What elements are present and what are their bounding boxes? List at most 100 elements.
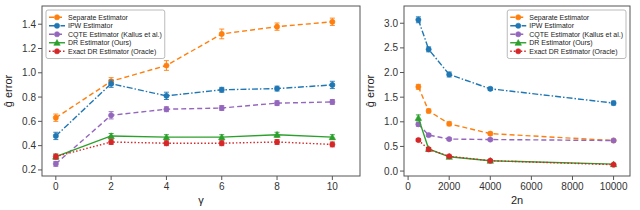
error-bar-cap — [219, 29, 224, 30]
x-tick-label: 0 — [53, 181, 59, 192]
marker — [488, 158, 493, 163]
y-tick — [38, 145, 42, 146]
error-bar-cap — [53, 121, 58, 122]
y-tick-label: 1.2 — [22, 43, 36, 54]
x-tick-label: 8 — [274, 181, 280, 192]
x-tick — [166, 176, 167, 180]
legend-label: Separate Estimator — [68, 14, 129, 22]
series — [53, 18, 335, 121]
y-tick — [38, 169, 42, 170]
plot-frame — [404, 6, 630, 176]
error-bar — [53, 114, 58, 121]
x-tick-label: 4 — [164, 181, 170, 192]
error-bar — [447, 72, 452, 77]
figure: 02468100.20.40.60.81.01.21.4γĝ errorSepa… — [0, 0, 640, 210]
y-tick — [38, 24, 42, 25]
error-bar — [164, 92, 169, 99]
x-tick-label: 10 — [327, 181, 339, 192]
error-bar — [275, 101, 280, 106]
series — [53, 99, 335, 166]
error-bar-cap — [109, 118, 114, 119]
panel: 02468100.20.40.60.81.01.21.4γĝ errorSepa… — [2, 6, 360, 206]
error-bar-cap — [164, 70, 169, 71]
marker — [164, 107, 169, 112]
legend-marker — [516, 15, 521, 20]
error-bar-cap — [109, 77, 114, 78]
error-bar-cap — [330, 18, 335, 19]
error-bar — [275, 23, 280, 30]
x-tick-label: 2 — [108, 181, 114, 192]
legend-swatch — [49, 32, 65, 37]
marker — [330, 82, 335, 87]
x-tick-label: 6 — [219, 181, 225, 192]
y-tick-label: 0.0 — [384, 166, 398, 177]
marker — [219, 87, 224, 92]
error-bar — [426, 47, 431, 52]
marker — [274, 24, 279, 29]
y-tick — [400, 146, 404, 147]
data-area — [53, 18, 336, 166]
x-tick-label: 2000 — [438, 181, 461, 192]
marker — [426, 47, 431, 52]
marker — [219, 141, 224, 146]
x-tick — [531, 176, 532, 180]
legend-marker — [516, 49, 521, 54]
legend-marker — [516, 32, 521, 37]
plot-frame — [42, 6, 360, 176]
error-bar-cap — [330, 81, 335, 82]
y-tick-label: 1.0 — [22, 67, 36, 78]
marker — [488, 131, 493, 136]
error-bar-cap — [53, 139, 58, 140]
legend-swatch — [510, 15, 526, 20]
x-axis-label: 2n — [511, 194, 523, 206]
marker — [416, 17, 421, 22]
y-tick-label: 1.0 — [384, 116, 398, 127]
error-bar — [109, 140, 114, 145]
error-bar — [426, 109, 431, 113]
marker — [274, 139, 279, 144]
series-line — [56, 84, 333, 136]
y-tick-label: 0.4 — [22, 140, 36, 151]
series-line — [418, 87, 613, 141]
marker — [163, 134, 169, 140]
marker — [53, 161, 58, 166]
marker — [164, 141, 169, 146]
legend-label: Exact DR Estimator (Oracle) — [68, 48, 156, 56]
marker — [416, 84, 421, 89]
error-bar — [109, 80, 114, 87]
legend-marker — [515, 40, 521, 46]
legend-marker — [54, 23, 59, 28]
error-bar-cap — [109, 80, 114, 81]
legend-box — [507, 10, 626, 59]
error-bar — [53, 132, 58, 139]
y-tick-label: 0.2 — [22, 164, 36, 175]
error-bar-cap — [164, 92, 169, 93]
panel: 02000400060008000100000.00.51.01.52.02.5… — [364, 6, 630, 206]
x-tick — [613, 176, 614, 180]
series — [53, 80, 335, 140]
y-tick — [400, 47, 404, 48]
error-bar — [416, 84, 421, 89]
x-tick — [408, 176, 409, 180]
error-bar-cap — [53, 114, 58, 115]
y-axis-label: ĝ error — [364, 74, 376, 107]
series-line — [56, 135, 333, 157]
marker — [109, 113, 114, 118]
series-line — [418, 140, 613, 165]
y-tick-label: 1.5 — [384, 92, 398, 103]
error-bar-cap — [275, 23, 280, 24]
error-bar — [275, 140, 280, 145]
y-tick-label: 0.8 — [22, 92, 36, 103]
error-bar — [53, 161, 58, 166]
y-tick — [38, 48, 42, 49]
marker — [109, 81, 114, 86]
marker — [330, 99, 335, 104]
legend-label: Exact DR Estimator (Oracle) — [529, 48, 617, 56]
error-bar — [330, 81, 335, 88]
marker — [219, 134, 225, 140]
legend-marker — [54, 32, 59, 37]
legend-label: IPW Estimator — [529, 22, 574, 29]
y-tick — [38, 72, 42, 73]
error-bar — [330, 18, 335, 25]
marker — [219, 105, 224, 110]
